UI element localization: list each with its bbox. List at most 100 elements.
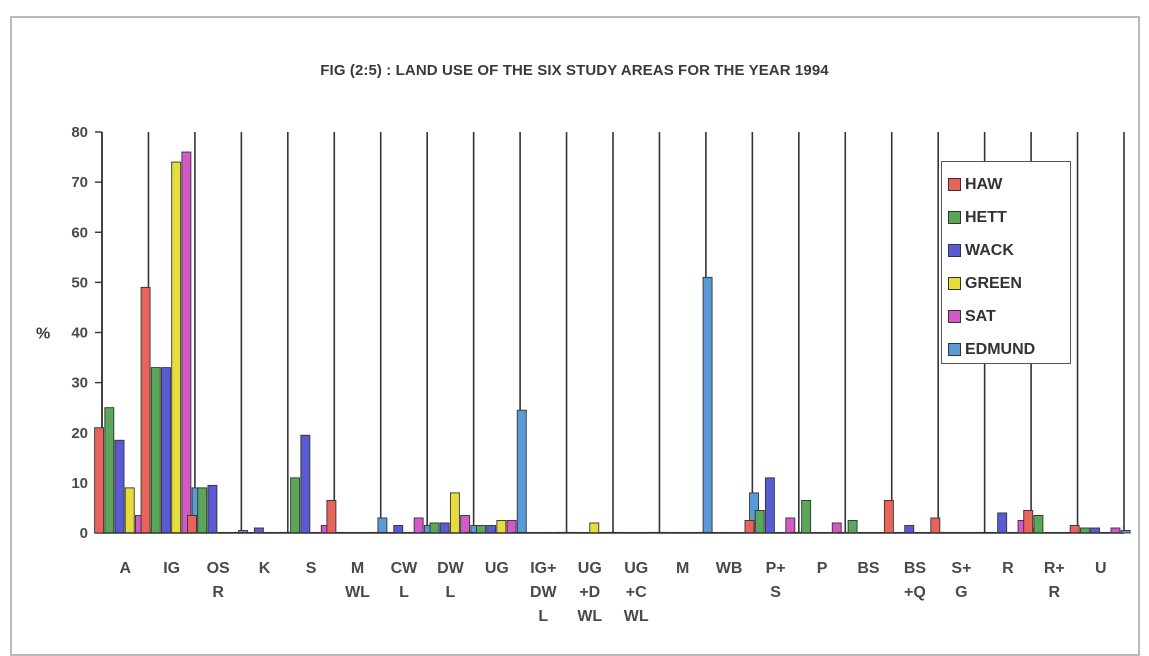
bar	[187, 515, 197, 534]
x-tick-label: S	[770, 584, 781, 601]
x-tick-label: DW	[437, 560, 465, 577]
x-tick-label: +C	[626, 584, 647, 601]
x-tick-label: L	[446, 584, 456, 601]
x-tick-label: M	[676, 560, 689, 577]
legend-swatch	[948, 310, 961, 323]
bar	[1033, 515, 1044, 534]
x-tick-label: IG+	[530, 560, 556, 577]
legend-label: HETT	[965, 208, 1007, 226]
x-tick-label: WL	[624, 608, 649, 625]
bar	[377, 517, 388, 534]
x-tick-label: G	[955, 584, 967, 601]
bar	[997, 512, 1008, 534]
x-tick-label: S	[306, 560, 317, 577]
legend: HAW HETT WACK GREEN SAT EDMUND	[941, 161, 1071, 364]
y-tick-label: 0	[80, 525, 88, 542]
bar	[496, 520, 507, 534]
x-tick-label: R+	[1044, 560, 1065, 577]
y-tick-label: 70	[71, 174, 88, 191]
legend-entry: WACK	[942, 234, 1070, 267]
bar	[290, 477, 301, 534]
legend-swatch	[948, 178, 961, 191]
x-tick-label: OS	[207, 560, 230, 577]
legend-label: SAT	[965, 307, 996, 325]
bar	[1023, 509, 1034, 534]
bar	[197, 487, 208, 534]
legend-label: WACK	[965, 241, 1014, 259]
x-tick-label: L	[399, 584, 409, 601]
x-tick-label: BS	[904, 560, 927, 577]
y-tick-label: 80	[71, 124, 88, 141]
bar	[883, 499, 894, 534]
bar	[161, 367, 171, 534]
bar	[744, 520, 755, 534]
y-tick-label: 20	[71, 425, 88, 442]
x-tick-label: R	[212, 584, 224, 601]
bar	[831, 522, 842, 534]
x-tick-label: M	[351, 560, 364, 577]
y-tick-label: 30	[71, 375, 88, 392]
y-tick-label: 10	[71, 475, 88, 492]
x-tick-label: +D	[579, 584, 600, 601]
x-tick-label: IG	[163, 560, 180, 577]
x-tick-label: P+	[766, 560, 786, 577]
bar	[516, 409, 527, 534]
bar	[930, 517, 941, 534]
bar	[94, 427, 105, 534]
bar	[801, 499, 812, 534]
y-tick-label: 50	[71, 274, 88, 291]
bar	[506, 520, 517, 534]
bar	[847, 520, 858, 534]
bar	[1069, 525, 1080, 534]
legend-swatch	[948, 343, 961, 356]
x-tick-label: P	[817, 560, 828, 577]
bar	[140, 286, 151, 534]
x-tick-label: WL	[345, 584, 370, 601]
x-tick-label: WL	[577, 608, 602, 625]
bar	[754, 509, 765, 534]
legend-label: HAW	[965, 175, 1003, 193]
bar	[150, 367, 161, 534]
bar	[486, 525, 497, 534]
legend-swatch	[948, 211, 961, 224]
legend-entry: EDMUND	[942, 333, 1070, 366]
bar	[114, 439, 125, 534]
legend-label: EDMUND	[965, 340, 1036, 358]
x-tick-label: R	[1002, 560, 1014, 577]
bar	[300, 434, 311, 534]
x-tick-label: +Q	[904, 584, 926, 601]
legend-entry: GREEN	[942, 267, 1070, 300]
y-tick-label: 60	[71, 224, 88, 241]
bar	[104, 407, 115, 534]
bar	[181, 151, 192, 534]
chart-title: FIG (2:5) : LAND USE OF THE SIX STUDY AR…	[320, 62, 829, 79]
bar	[589, 522, 600, 534]
y-axis-label: %	[36, 326, 50, 343]
bar	[702, 276, 713, 534]
x-tick-label: BS	[857, 560, 880, 577]
x-tick-label: K	[259, 560, 271, 577]
bar	[171, 161, 182, 534]
bar	[449, 492, 460, 534]
x-tick-label: UG	[578, 560, 602, 577]
bar	[460, 515, 471, 534]
legend-entry: HETT	[942, 201, 1070, 234]
bar	[904, 525, 915, 534]
bar	[476, 525, 486, 534]
x-tick-label: DW	[530, 584, 558, 601]
bar	[1120, 530, 1131, 534]
legend-label: GREEN	[965, 274, 1022, 292]
x-tick-label: R	[1049, 584, 1061, 601]
x-tick-label: CW	[391, 560, 419, 577]
legend-entry: SAT	[942, 300, 1070, 333]
bar	[439, 522, 450, 534]
x-tick-label: UG	[624, 560, 648, 577]
bar	[393, 525, 404, 534]
bar	[429, 522, 440, 534]
x-tick-label: L	[538, 608, 548, 625]
x-tick-label: UG	[485, 560, 509, 577]
bar	[764, 477, 775, 534]
legend-swatch	[948, 244, 961, 257]
x-tick-label: A	[119, 560, 131, 577]
bar	[124, 487, 135, 534]
